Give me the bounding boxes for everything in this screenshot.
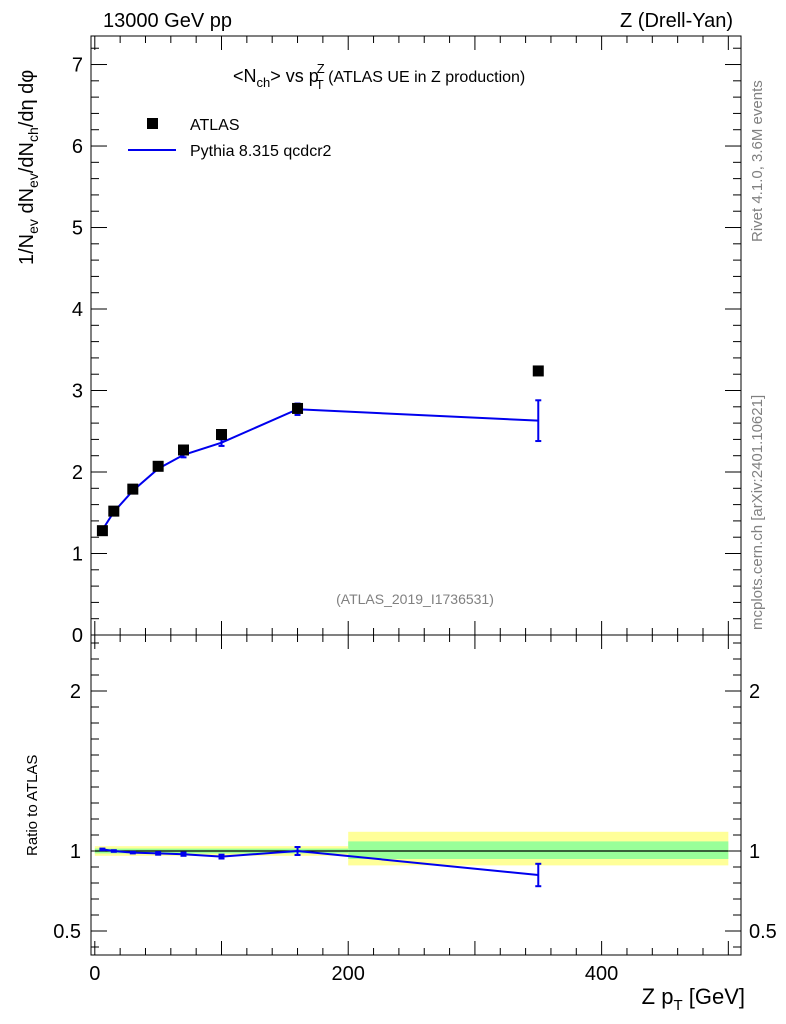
rivet-version-label: Rivet 4.1.0, 3.6M events	[749, 80, 766, 242]
atlas-data-point	[177, 444, 189, 456]
ratio-pythia-line	[102, 848, 539, 876]
process-label: Z (Drell-Yan)	[620, 10, 733, 32]
x-tick-label: 0	[89, 963, 100, 985]
main-y-tick-label: 0	[72, 625, 83, 647]
atlas-data-point	[127, 483, 139, 495]
x-tick-label: 400	[585, 963, 618, 985]
main-y-tick-label: 6	[72, 136, 83, 158]
legend-pythia-label: Pythia 8.315 qcdcr2	[190, 143, 332, 160]
atlas-data-point	[108, 505, 120, 517]
mcplots-source-label: mcplots.cern.ch [arXiv:2401.10621]	[749, 395, 766, 630]
ratio-y-axis-label: Ratio to ATLAS	[24, 755, 41, 856]
energy-label: 13000 GeV pp	[103, 10, 232, 32]
main-data-marks	[96, 365, 544, 537]
main-y-tick-label: 3	[72, 381, 83, 403]
atlas-data-point	[216, 429, 228, 441]
ratio-y-tick-label: 2	[70, 681, 81, 703]
atlas-data-point	[532, 365, 544, 377]
plot-title: <Nch> vs pZ T (ATLAS UE in Z production)	[233, 61, 525, 92]
main-y-tick-label: 7	[72, 55, 83, 77]
legend-atlas-marker	[147, 118, 158, 129]
main-y-tick-label: 2	[72, 462, 83, 484]
main-plot-frame	[90, 35, 742, 636]
legend: ATLAS Pythia 8.315 qcdcr2	[128, 117, 332, 160]
main-y-axis-label: 1/Nev dNev/dNch/dη dφ	[16, 70, 41, 265]
ratio-y-tick-label-right: 2	[749, 681, 760, 703]
ratio-data-marks	[94, 831, 729, 888]
ratio-y-tick-label-right: 1	[749, 841, 760, 863]
ratio-plot-frame	[90, 634, 742, 956]
analysis-id-label: (ATLAS_2019_I1736531)	[336, 591, 494, 607]
x-tick-label: 200	[332, 963, 365, 985]
atlas-data-point	[292, 402, 304, 414]
x-axis-label: Z pT [GeV]	[642, 984, 745, 1014]
main-y-tick-label: 5	[72, 218, 83, 240]
atlas-data-point	[152, 460, 164, 472]
atlas-data-point	[96, 525, 108, 537]
ratio-stat-band	[348, 841, 729, 859]
ratio-y-tick-label: 1	[70, 841, 81, 863]
legend-atlas-label: ATLAS	[190, 117, 240, 134]
ratio-y-tick-label-right: 0.5	[749, 921, 777, 943]
main-y-tick-label: 1	[72, 544, 83, 566]
pythia-line	[101, 408, 539, 531]
main-axes: 0 1 2 3 4 5 6 7	[72, 36, 741, 647]
main-y-tick-label: 4	[72, 299, 83, 321]
ratio-axes: 0 200 400 0.5 0.5 1 1 2 2	[53, 635, 777, 985]
ratio-y-tick-label: 0.5	[53, 921, 81, 943]
